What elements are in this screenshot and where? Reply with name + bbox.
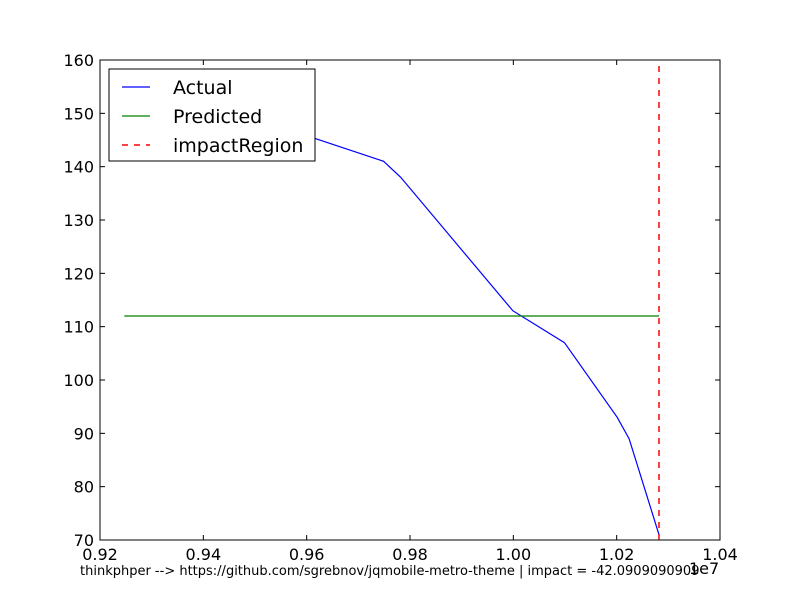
series-line-Actual — [287, 128, 660, 535]
y-tick-label: 90 — [74, 424, 94, 443]
x-tick-label: 0.98 — [392, 545, 428, 564]
x-tick-label: 0.96 — [289, 545, 325, 564]
legend-box — [108, 68, 316, 162]
y-tick-label: 120 — [63, 264, 94, 283]
legend: Actual Predicted impactRegion — [108, 68, 316, 162]
series-layer — [124, 60, 660, 540]
caption: thinkphper --> https://github.com/sgrebn… — [80, 564, 699, 579]
x-tick-label: 1.04 — [702, 545, 738, 564]
y-tick-label: 160 — [63, 51, 94, 70]
legend-label-Predicted: Predicted — [173, 106, 262, 128]
x-tick-label: 1.00 — [496, 545, 532, 564]
y-tick-label: 70 — [74, 531, 94, 550]
y-tick-label: 110 — [63, 318, 94, 337]
ticks-layer: 0.92 0.94 0.96 0.98 1.00 1.02 1.04 70 80 90 100 110… — [63, 51, 737, 564]
x-offset-label: 1e7 — [689, 559, 719, 578]
legend-label-Actual: Actual — [173, 77, 233, 99]
y-tick-label: 80 — [74, 478, 94, 497]
x-tick-label: 1.02 — [599, 545, 635, 564]
x-tick-label: 0.94 — [186, 545, 222, 564]
y-tick-label: 140 — [63, 158, 94, 177]
x-tick-label: 0.92 — [82, 545, 118, 564]
legend-items: Actual Predicted impactRegion — [122, 77, 303, 157]
y-tick-label: 100 — [63, 371, 94, 390]
legend-label-impactRegion: impactRegion — [173, 135, 303, 157]
y-tick-label: 130 — [63, 211, 94, 230]
y-tick-label: 150 — [63, 104, 94, 123]
